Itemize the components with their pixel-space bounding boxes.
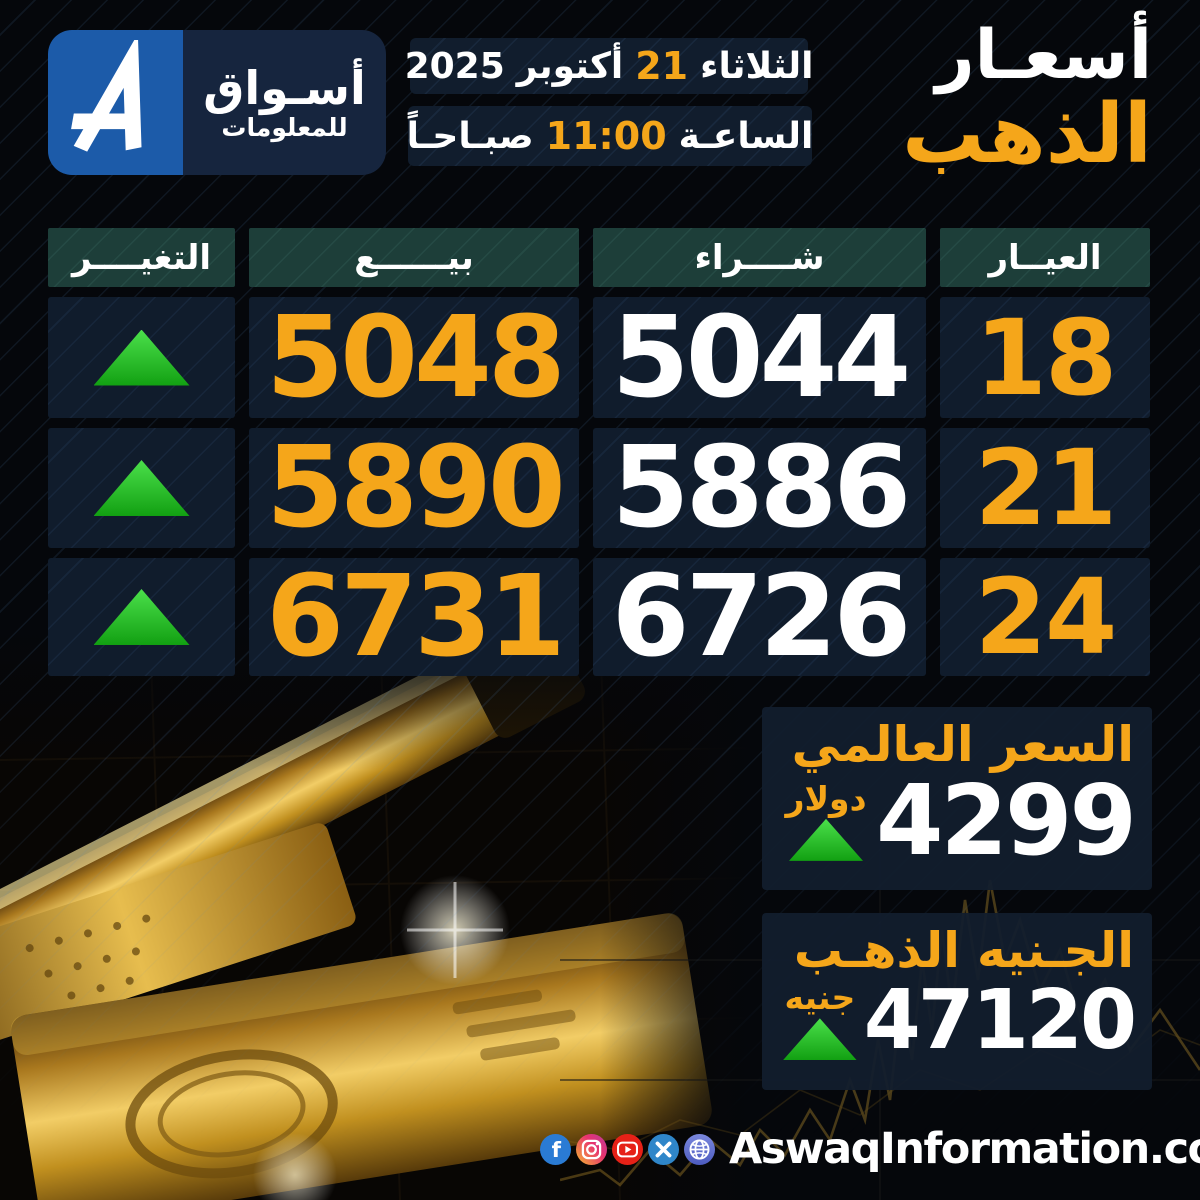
global-price-value: 4299 — [876, 764, 1137, 878]
time-badge: الساعـة 11:00 صبـاحـاً — [406, 106, 814, 166]
globe-icon[interactable] — [684, 1134, 715, 1165]
footer-bar: f AswaqInformation.co — [540, 1128, 1200, 1171]
column-header-change: التغيــــر — [48, 228, 235, 287]
facebook-icon[interactable]: f — [540, 1134, 571, 1165]
page-title: أسعـار الذهب — [902, 16, 1152, 183]
sell-price-cell: 5890 — [249, 428, 579, 548]
gold-pound-panel: الجـنيه الذهـب جنيه 47120 — [762, 913, 1152, 1090]
date-weekday: الثلاثاء — [700, 45, 814, 87]
change-cell — [48, 297, 235, 418]
brand-logo: أسـواق للمعلومات — [48, 30, 386, 175]
up-arrow-icon — [782, 1018, 857, 1061]
karat-cell: 24 — [940, 558, 1150, 676]
page-title-line2: الذهب — [902, 87, 1152, 183]
time-label: الساعـة — [678, 115, 814, 157]
svg-text:f: f — [552, 1138, 562, 1163]
logo-wordmark: أسـواق للمعلومات — [183, 30, 386, 175]
date-month: أكتوبر — [516, 45, 624, 87]
gold-pound-value: 47120 — [863, 972, 1137, 1068]
logo-name-top: أسـواق — [203, 61, 366, 115]
global-price-unit: دولار — [785, 778, 867, 818]
logo-a-mark — [48, 30, 183, 175]
buy-price-cell: 6726 — [593, 558, 926, 676]
change-cell — [48, 558, 235, 676]
website-link[interactable]: AswaqInformation.com — [729, 1124, 1200, 1174]
sell-price-cell: 5048 — [249, 297, 579, 418]
column-header-karat: العيــار — [940, 228, 1150, 287]
up-arrow-icon — [93, 329, 190, 386]
gold-pound-label: الجـنيه الذهـب — [793, 922, 1134, 979]
global-price-label: السعر العالمي — [791, 716, 1134, 773]
youtube-icon[interactable] — [612, 1134, 643, 1165]
column-header-buy: شــــراء — [593, 228, 926, 287]
date-year: 2025 — [404, 45, 505, 87]
global-price-panel: السعر العالمي دولار 4299 — [762, 707, 1152, 890]
up-arrow-icon — [789, 818, 863, 861]
x-icon[interactable] — [648, 1134, 679, 1165]
page-title-line1: أسعـار — [935, 16, 1152, 95]
logo-name-bottom: للمعلومات — [221, 113, 348, 142]
buy-price-cell: 5886 — [593, 428, 926, 548]
up-arrow-icon — [93, 460, 190, 516]
karat-cell: 18 — [940, 297, 1150, 418]
up-arrow-icon — [93, 589, 190, 645]
gold-prices-table: العيــار شــــراء بيــــــع التغيــــر 1… — [48, 228, 1150, 676]
sell-price-cell: 6731 — [249, 558, 579, 676]
column-header-sell: بيــــــع — [249, 228, 579, 287]
time-value: 11:00 — [545, 114, 667, 158]
karat-cell: 21 — [940, 428, 1150, 548]
buy-price-cell: 5044 — [593, 297, 926, 418]
date-badge: الثلاثاء 21 أكتوبر 2025 — [405, 38, 813, 94]
time-period: صبـاحـاً — [406, 115, 534, 157]
gold-pound-unit: جنيه — [784, 978, 856, 1018]
change-cell — [48, 428, 235, 548]
date-day: 21 — [635, 44, 689, 88]
instagram-icon[interactable] — [576, 1134, 607, 1165]
